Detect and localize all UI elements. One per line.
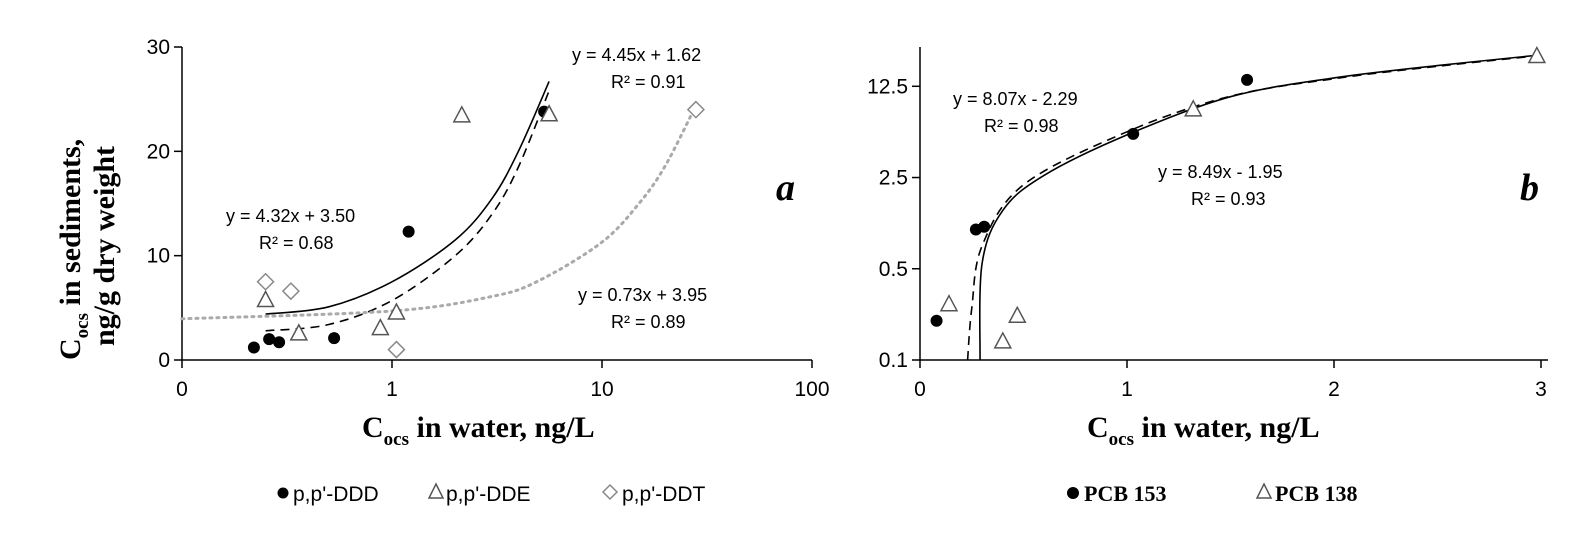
panel-a-x-axis-title: Cocs in water, ng/L xyxy=(362,411,595,450)
panel-a-trendlines xyxy=(180,81,698,332)
point-dde xyxy=(452,105,472,123)
legend-dde-marker xyxy=(427,482,445,499)
eq-dde-r2: R² = 0.91 xyxy=(611,72,686,92)
panel-b-trendlines xyxy=(966,54,1535,361)
panel-b-x-axis-title: Cocs in water, ng/L xyxy=(1087,411,1320,450)
panel-a-label: a xyxy=(776,167,795,209)
y-title-c: C xyxy=(54,338,87,360)
panel-a-y-tick-label: 20 xyxy=(147,140,170,163)
panel-a-x-tick-label: 10 xyxy=(590,378,613,401)
eq-dde-text: y = 4.45x + 1.62 xyxy=(572,45,701,65)
panel-a-x-ticks: 0 1 10 100 xyxy=(176,360,830,401)
legend-pcb153-label: PCB 153 xyxy=(1084,481,1167,506)
panel-b-label: b xyxy=(1520,167,1539,209)
point-ddd xyxy=(247,341,260,354)
point-ddt xyxy=(387,340,406,359)
point-pcb153 xyxy=(978,220,991,233)
panel-a-y-axis-title: Cocs in sediments, xyxy=(54,139,93,360)
point-dde xyxy=(256,289,275,308)
point-pcb138 xyxy=(1183,99,1203,117)
trendline-ddd xyxy=(265,81,550,315)
point-ddt xyxy=(686,100,705,119)
eq-pcb153-r2: R² = 0.93 xyxy=(1191,189,1266,209)
eq-pcb138-text: y = 8.07x - 2.29 xyxy=(953,89,1078,109)
eq-ddd-text: y = 4.32x + 3.50 xyxy=(226,206,355,226)
panel-b-x-tick-label: 3 xyxy=(1535,378,1547,401)
trendline-ddt xyxy=(180,103,698,321)
legend-pcb153-marker xyxy=(1067,487,1079,499)
point-pcb138 xyxy=(939,294,959,312)
point-pcb138 xyxy=(1527,45,1547,64)
panel-b: 0.1 0.5 2.5 12.5 0 1 2 3 b y = 8.07x - 2.29 R²… xyxy=(867,45,1548,506)
point-pcb138 xyxy=(993,331,1013,349)
point-pcb153 xyxy=(930,314,943,327)
point-pcb138 xyxy=(1008,305,1027,324)
panel-b-eq-pcb138: y = 8.07x - 2.29 R² = 0.98 xyxy=(953,89,1078,136)
point-pcb153 xyxy=(1127,127,1140,140)
panel-b-y-tick-label: 2.5 xyxy=(879,167,908,190)
point-ddd xyxy=(402,225,415,238)
eq-pcb138-r2: R² = 0.98 xyxy=(984,116,1059,136)
point-dde xyxy=(371,318,390,336)
legend-dde-label: p,p'-DDE xyxy=(446,483,531,506)
point-ddd xyxy=(273,336,286,349)
panel-a-y-tick-label: 10 xyxy=(147,245,170,268)
panel-b-eq-pcb153: y = 8.49x - 1.95 R² = 0.93 xyxy=(1158,162,1283,209)
panel-a-x-tick-label: 1 xyxy=(386,378,398,401)
panel-a-eq-dde: y = 4.45x + 1.62 R² = 0.91 xyxy=(572,45,701,92)
panel-b-y-tick-label: 0.5 xyxy=(879,258,908,281)
eq-ddd-r2: R² = 0.68 xyxy=(259,233,334,253)
panel-a-points xyxy=(247,100,705,359)
panel-b-y-ticks: 0.1 0.5 2.5 12.5 xyxy=(867,75,920,372)
point-dde xyxy=(289,323,309,341)
legend-ddd-label: p,p'-DDD xyxy=(293,483,379,506)
panel-a-y-tick-label: 30 xyxy=(147,36,170,59)
x-title-c: C xyxy=(362,411,384,444)
panel-a-y-tick-label: 0 xyxy=(158,349,170,372)
point-ddd xyxy=(263,333,276,346)
legend-pcb138-marker xyxy=(1255,482,1273,499)
trendline-pcb153 xyxy=(978,54,1535,361)
panel-b-y-tick-label: 12.5 xyxy=(867,75,908,98)
panel-b-x-tick-label: 1 xyxy=(1121,378,1133,401)
y-title-sub: ocs xyxy=(72,313,93,338)
point-pcb153 xyxy=(1241,73,1254,86)
legend-ddd-marker xyxy=(277,487,289,499)
panel-b-x-tick-label: 0 xyxy=(914,378,926,401)
panel-b-axes xyxy=(919,47,1548,361)
panel-b-points xyxy=(930,45,1547,349)
panel-a-x-tick-label: 100 xyxy=(794,378,829,401)
point-ddt xyxy=(256,272,275,291)
y-title-rest: in sediments, xyxy=(54,139,87,313)
point-dde xyxy=(387,302,406,320)
panel-b-x-tick-label: 2 xyxy=(1328,378,1340,401)
panel-a-x-tick-label: 0 xyxy=(176,378,188,401)
eq-pcb153-text: y = 8.49x - 1.95 xyxy=(1158,162,1283,182)
x-title-b-sub: ocs xyxy=(1109,429,1134,450)
panel-a: 0 10 20 30 0 1 10 100 a y = 4.32x + 3.50 R² = … xyxy=(54,36,830,506)
panel-a-eq-ddt: y = 0.73x + 3.95 R² = 0.89 xyxy=(578,285,707,332)
point-ddt xyxy=(281,282,300,301)
eq-ddt-text: y = 0.73x + 3.95 xyxy=(578,285,707,305)
panel-a-legend: p,p'-DDD p,p'-DDE p,p'-DDT xyxy=(277,482,706,506)
legend-ddt-marker xyxy=(601,483,619,501)
point-dde xyxy=(539,104,559,122)
point-ddd xyxy=(328,332,341,345)
x-title-sub: ocs xyxy=(384,429,409,450)
eq-ddt-r2: R² = 0.89 xyxy=(611,312,686,332)
panel-a-y-ticks: 0 10 20 30 xyxy=(147,36,182,372)
legend-pcb138-label: PCB 138 xyxy=(1275,481,1358,506)
legend-ddt-label: p,p'-DDT xyxy=(622,483,706,506)
panel-a-y-axis-title-line2: ng/g dry weight xyxy=(88,146,121,346)
x-title-b-c: C xyxy=(1087,411,1109,444)
x-title-b-rest: in water, ng/L xyxy=(1134,411,1320,444)
panel-b-x-ticks: 0 1 2 3 xyxy=(914,360,1547,401)
panel-a-axes xyxy=(181,47,812,361)
trendline-dde xyxy=(265,90,550,332)
panel-b-legend: PCB 153 PCB 138 xyxy=(1067,481,1358,506)
panel-a-eq-ddd: y = 4.32x + 3.50 R² = 0.68 xyxy=(226,206,355,253)
x-title-rest: in water, ng/L xyxy=(409,411,595,444)
panel-b-y-tick-label: 0.1 xyxy=(879,349,908,372)
